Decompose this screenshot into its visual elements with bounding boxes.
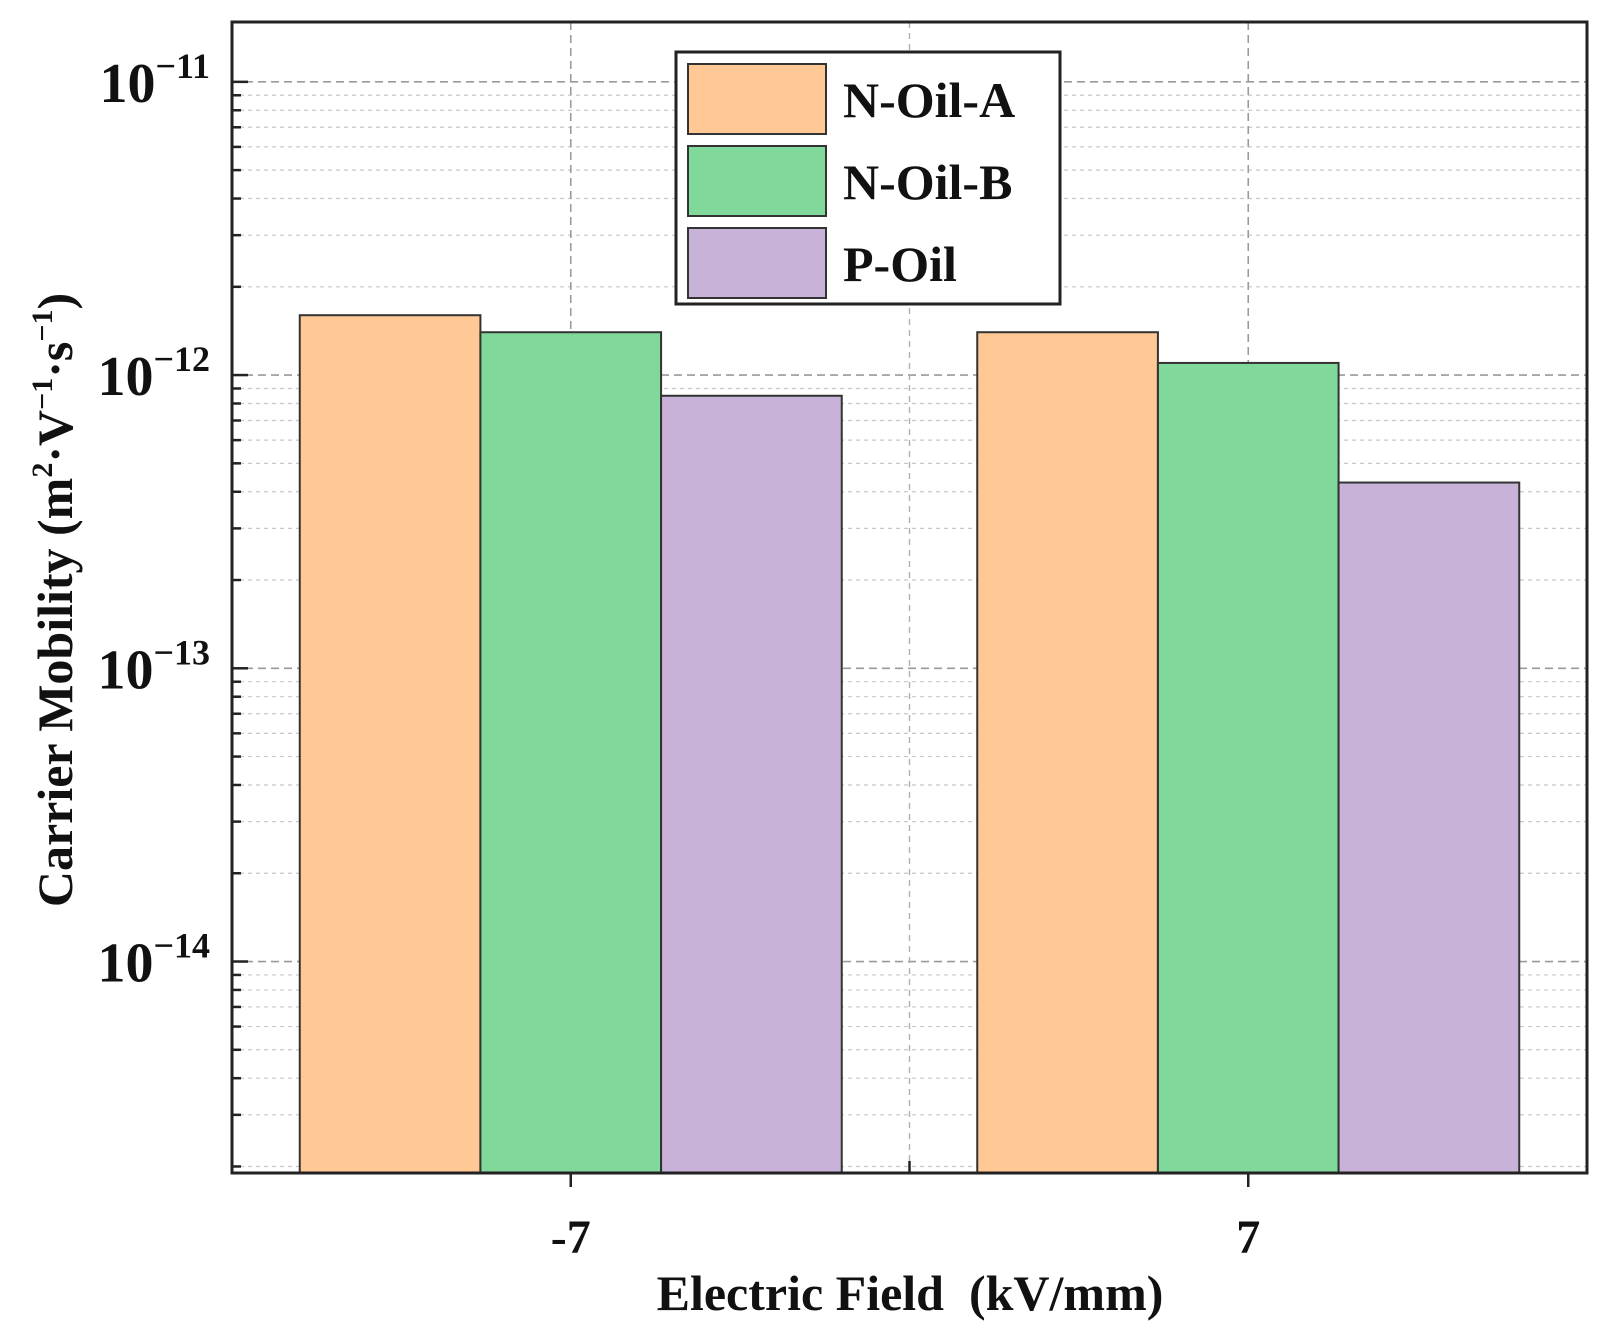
legend-item-n-oil-a: N-Oil-A	[687, 63, 1015, 135]
axis-ticks	[232, 80, 1250, 1187]
bar-n-oil-a-1	[976, 331, 1159, 1174]
legend-label-n-oil-a: N-Oil-A	[843, 72, 1015, 128]
x-tick-label: -7	[551, 1211, 591, 1264]
x-axis-title: Electric Field (kV/mm)	[657, 1265, 1164, 1321]
y-title-suffix: )	[27, 293, 83, 310]
y-title-prefix: Carrier Mobility (m	[27, 478, 83, 908]
legend: N-Oil-A N-Oil-B P-Oil	[674, 50, 1062, 306]
bar-n-oil-b-1	[1156, 361, 1340, 1174]
y-title-sup-2: −1	[26, 378, 59, 410]
y-title-mid-2: ·s	[27, 342, 83, 378]
y-tick-exponent: −12	[153, 339, 210, 379]
x-tick-label: 7	[1236, 1211, 1260, 1264]
y-tick-base: 10	[99, 53, 155, 115]
y-axis-title: Carrier Mobility (m2·V−1·s−1)	[26, 293, 83, 907]
y-tick-base: 10	[97, 933, 153, 995]
bar-n-oil-b-0	[479, 331, 663, 1174]
y-tick-base: 10	[97, 639, 153, 701]
y-title-mid-1: ·V	[27, 410, 83, 463]
y-tick-label: 10−14	[97, 926, 210, 995]
y-tick-base: 10	[97, 346, 153, 408]
legend-item-p-oil: P-Oil	[687, 227, 957, 299]
legend-swatch-p-oil	[687, 227, 827, 299]
y-tick-exponent: −14	[153, 926, 210, 966]
y-tick-label: 10−12	[97, 339, 210, 408]
bars	[298, 314, 1521, 1175]
legend-swatch-n-oil-a	[687, 63, 827, 135]
legend-label-p-oil: P-Oil	[843, 236, 957, 292]
bar-n-oil-a-0	[298, 314, 482, 1175]
x-tick-labels: -7 7	[551, 1211, 1260, 1264]
y-tick-exponent: −13	[153, 632, 210, 672]
y-tick-label: 10−13	[97, 632, 210, 701]
y-tick-exponent: −11	[155, 46, 210, 86]
y-title-sup-1: 2	[26, 463, 59, 478]
legend-label-n-oil-b: N-Oil-B	[843, 154, 1012, 210]
bar-p-oil-0	[660, 394, 843, 1174]
legend-swatch-n-oil-b	[687, 145, 827, 217]
legend-item-n-oil-b: N-Oil-B	[687, 145, 1012, 217]
bar-p-oil-1	[1337, 481, 1521, 1174]
y-tick-label: 10−11	[99, 46, 210, 115]
y-title-sup-3: −1	[26, 310, 59, 342]
